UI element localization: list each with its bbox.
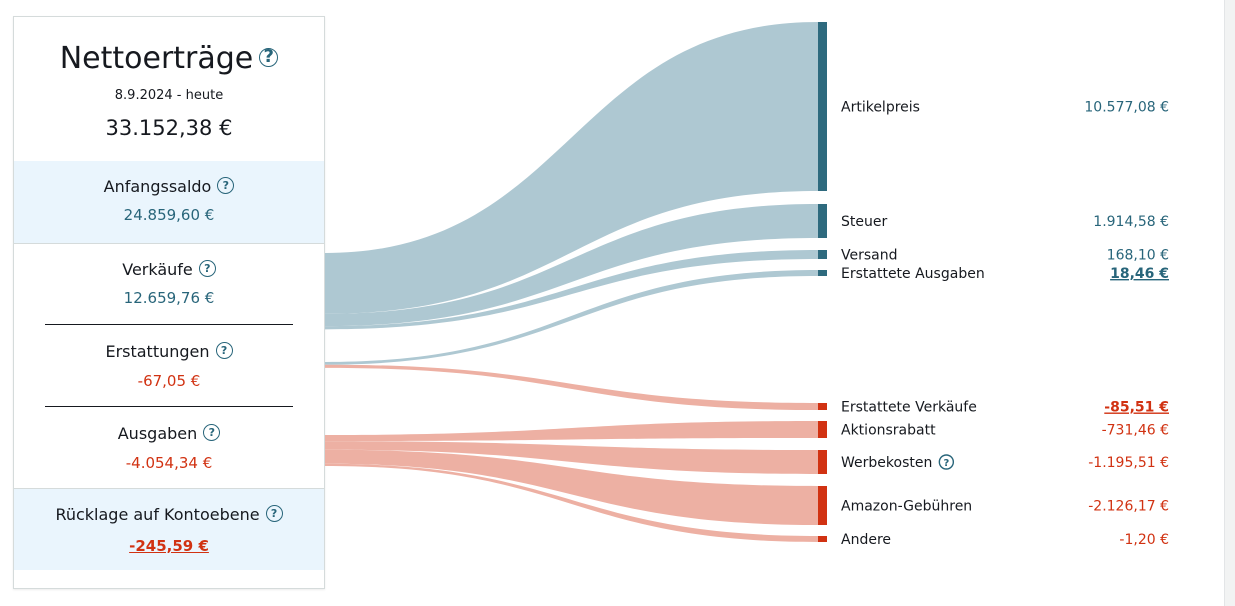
summary-header: Nettoerträge? 8.9.2024 - heute 33.152,38…: [14, 17, 324, 161]
help-icon[interactable]: ?: [215, 342, 233, 359]
divider: [45, 324, 293, 325]
flow-amazon-gebuehren: [325, 449, 818, 525]
date-range: 8.9.2024 - heute: [114, 88, 224, 103]
target-label-werbekosten: Werbekosten: [841, 455, 932, 471]
flow-erstattete-ausgaben: [325, 270, 818, 365]
flow-aktionsrabatt: [325, 421, 818, 442]
divider: [45, 406, 293, 407]
target-label-aktionsrabatt: Aktionsrabatt: [841, 423, 936, 439]
target-label-steuer: Steuer: [841, 214, 887, 230]
node-andere: [818, 536, 827, 542]
target-value-aktionsrabatt: -731,46 €: [1102, 423, 1169, 439]
anfangssaldo-label: Anfangssaldo: [103, 177, 212, 196]
ausgaben-value: -4.054,34 €: [125, 454, 213, 472]
section-verkaeufe: Verkäufe? 12.659,76 €: [14, 244, 324, 324]
node-versand: [818, 250, 827, 259]
net-total: 33.152,38 €: [105, 116, 233, 140]
flow-steuer: [325, 204, 818, 327]
target-value-erstattete-verkaeufe[interactable]: -85,51 €: [1104, 400, 1169, 416]
target-value-artikelpreis: 10.577,08 €: [1084, 100, 1169, 116]
help-icon[interactable]: ?: [217, 177, 235, 194]
flow-werbekosten: [325, 441, 818, 474]
section-ausgaben: Ausgaben? -4.054,34 €: [14, 407, 324, 488]
help-icon[interactable]: ?: [265, 505, 283, 522]
flow-versand: [325, 250, 818, 330]
target-value-erstattete-ausgaben[interactable]: 18,46 €: [1110, 266, 1169, 282]
node-steuer: [818, 204, 827, 238]
section-anfangssaldo: Anfangssaldo? 24.859,60 €: [14, 161, 324, 243]
flow-erstattete-verkaeufe: [325, 364, 818, 410]
summary-panel: Nettoerträge? 8.9.2024 - heute 33.152,38…: [13, 16, 325, 589]
erstattungen-value: -67,05 €: [137, 372, 201, 390]
node-erstattete-ausgaben: [818, 270, 827, 276]
title-text: Nettoerträge: [59, 41, 254, 76]
section-separator: [14, 488, 324, 489]
page-title: Nettoerträge?: [14, 39, 324, 79]
anfangssaldo-value: 24.859,60 €: [123, 206, 215, 224]
node-erstattete-verkaeufe: [818, 403, 827, 410]
node-amazon-gebuehren: [818, 486, 827, 525]
target-label-andere: Andere: [841, 532, 891, 548]
flow-andere: [325, 463, 818, 542]
target-label-versand: Versand: [841, 248, 898, 264]
ruecklage-label: Rücklage auf Kontoebene: [55, 505, 260, 524]
erstattungen-label: Erstattungen: [105, 342, 210, 361]
flow-artikelpreis: [325, 22, 818, 314]
page-scroll-rail: [1224, 0, 1235, 606]
target-label-artikelpreis: Artikelpreis: [841, 100, 920, 116]
help-icon[interactable]: ?: [198, 260, 216, 277]
target-label-erstattete-ausgaben: Erstattete Ausgaben: [841, 266, 985, 282]
node-artikelpreis: [818, 22, 827, 191]
target-value-amazon-gebuehren: -2.126,17 €: [1088, 499, 1169, 515]
node-werbekosten: [818, 450, 827, 474]
section-separator: [14, 243, 324, 244]
node-aktionsrabatt: [818, 421, 827, 438]
svg-text:?: ?: [943, 458, 949, 469]
ruecklage-value-link[interactable]: -245,59 €: [129, 537, 209, 555]
help-icon[interactable]: ?: [259, 48, 279, 67]
target-label-erstattete-verkaeufe: Erstattete Verkäufe: [841, 400, 977, 416]
target-value-werbekosten: -1.195,51 €: [1088, 455, 1169, 471]
target-value-steuer: 1.914,58 €: [1093, 214, 1169, 230]
ausgaben-label: Ausgaben: [117, 424, 198, 443]
target-value-versand: 168,10 €: [1107, 248, 1169, 264]
verkaeufe-value: 12.659,76 €: [123, 289, 215, 307]
help-icon[interactable]: ?: [938, 454, 955, 470]
target-label-amazon-gebuehren: Amazon-Gebühren: [841, 499, 972, 515]
section-ruecklage: Rücklage auf Kontoebene? -245,59 €: [14, 489, 324, 570]
target-value-andere: -1,20 €: [1119, 532, 1169, 548]
section-erstattungen: Erstattungen? -67,05 €: [14, 325, 324, 406]
verkaeufe-label: Verkäufe: [122, 260, 193, 279]
help-icon[interactable]: ?: [203, 424, 221, 441]
